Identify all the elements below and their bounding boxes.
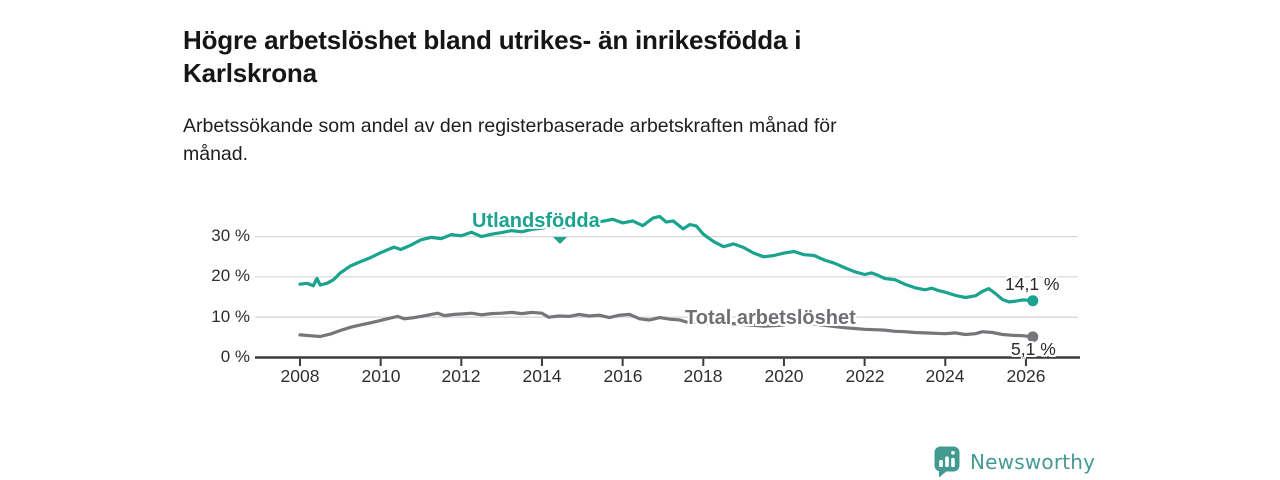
- end-value-label-utlandsfodda: 14,1 %: [1005, 274, 1060, 294]
- x-axis-tick-label-2016: 2016: [603, 366, 643, 386]
- chart-subtitle-line2: månad.: [183, 143, 249, 165]
- newsworthy-wordmark: Newsworthy: [970, 450, 1096, 474]
- x-axis-tick-label-2026: 2026: [1006, 366, 1046, 386]
- chart-subtitle: Arbetssökande som andel av den registerb…: [183, 112, 1043, 168]
- chart-subtitle-line1: Arbetssökande som andel av den registerb…: [183, 115, 837, 137]
- chart-title-line2: Karlskrona: [183, 58, 317, 89]
- series-label-caret-icon: [553, 237, 567, 244]
- series-label-total-arbetsloshet: Total arbetslöshet: [685, 307, 856, 329]
- newsworthy-logo-icon: [934, 446, 960, 478]
- chart-title-line1: Högre arbetslöshet bland utrikes- än inr…: [183, 25, 802, 56]
- newsworthy-logo: Newsworthy: [934, 446, 1095, 478]
- y-axis-tick-label-10: 10 %: [211, 307, 250, 326]
- series-label-utlandsfodda: Utlandsfödda: [472, 210, 600, 232]
- chart-title: Högre arbetslöshet bland utrikes- än inr…: [183, 24, 1003, 90]
- y-axis-tick-label-0: 0 %: [220, 347, 250, 366]
- x-axis-tick-label-2020: 2020: [764, 366, 804, 386]
- x-axis-tick-label-2008: 2008: [280, 366, 320, 386]
- x-axis-tick-label-2014: 2014: [522, 366, 562, 386]
- y-axis-tick-label-20: 20 %: [211, 266, 250, 285]
- y-axis-tick-label-30: 30 %: [211, 226, 250, 245]
- x-axis-tick-label-2018: 2018: [683, 366, 723, 386]
- x-axis-tick-label-2022: 2022: [845, 366, 885, 386]
- end-value-label-total-arbetsloshet: 5,1 %: [1011, 339, 1056, 359]
- x-axis-tick-label-2010: 2010: [361, 366, 401, 386]
- x-axis-tick-label-2024: 2024: [925, 366, 965, 386]
- x-axis-tick-label-2012: 2012: [441, 366, 481, 386]
